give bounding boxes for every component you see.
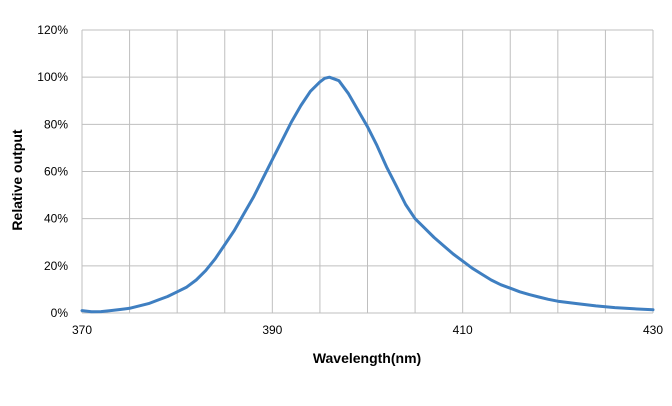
x-tick-label: 410	[453, 323, 473, 337]
y-axis-title: Relative output	[9, 129, 25, 230]
x-tick-label: 430	[643, 323, 663, 337]
series-layer	[80, 75, 655, 314]
x-tick-label: 370	[72, 323, 92, 337]
x-axis-title: Wavelength(nm)	[313, 350, 421, 366]
y-tick-label: 20%	[44, 259, 68, 273]
y-tick-label: 120%	[37, 23, 68, 37]
x-tick-labels: 370 390 410 430	[72, 323, 663, 337]
y-tick-label: 100%	[37, 70, 68, 84]
y-tick-label: 40%	[44, 212, 68, 226]
y-tick-label: 60%	[44, 165, 68, 179]
y-tick-label: 0%	[51, 306, 69, 320]
y-tick-labels: 0% 20% 40% 60% 80% 100% 120%	[37, 23, 68, 320]
series-line	[80, 75, 655, 314]
y-tick-label: 80%	[44, 117, 68, 131]
x-tick-label: 390	[262, 323, 282, 337]
